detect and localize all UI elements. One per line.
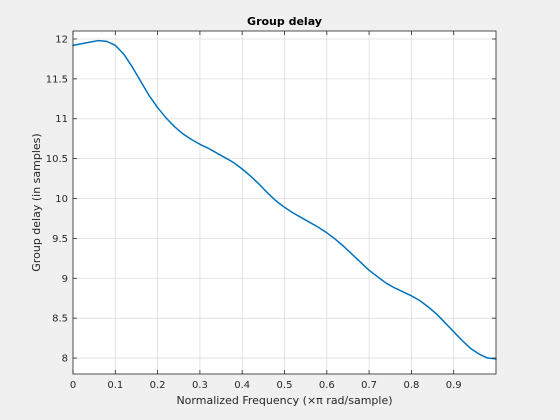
x-tick-label: 0 xyxy=(70,380,76,391)
y-tick-label: 11 xyxy=(55,114,68,125)
x-axis-label-suffix: rad/sample) xyxy=(323,394,393,407)
x-tick-label: 0.7 xyxy=(361,380,377,391)
y-tick-label: 11.5 xyxy=(46,74,68,85)
y-tick-label: 9 xyxy=(62,274,68,285)
x-tick-label: 0.1 xyxy=(107,380,123,391)
y-tick-label: 8.5 xyxy=(52,314,68,325)
x-axis-label-symbol: ×π xyxy=(307,394,323,407)
y-tick-label: 9.5 xyxy=(52,234,68,245)
ticks xyxy=(72,31,496,374)
y-tick-label: 10.5 xyxy=(46,154,68,165)
x-tick-label: 0.8 xyxy=(403,380,419,391)
y-tick-label: 12 xyxy=(55,34,68,45)
x-tick-label: 0.6 xyxy=(319,380,335,391)
chart-title: Group delay xyxy=(247,15,322,28)
x-tick-label: 0.5 xyxy=(277,380,293,391)
y-tick-label: 8 xyxy=(62,354,68,365)
group-delay-line xyxy=(72,39,497,360)
x-tick-label: 0.3 xyxy=(192,380,208,391)
line-layer xyxy=(72,39,497,360)
x-tick-label: 0.2 xyxy=(150,380,166,391)
x-tick-label: 0.9 xyxy=(446,380,462,391)
y-tick-label: 10 xyxy=(55,194,68,205)
tick-labels: 0 0.1 0.2 0.3 0.4 0.5 0.6 0.7 0.8 0.9 8 8.5 9 9.5 10 10… xyxy=(46,34,462,391)
x-axis-label: Normalized Frequency (×π rad/sample) xyxy=(176,394,392,407)
x-axis-label-prefix: Normalized Frequency ( xyxy=(176,394,307,407)
y-axis-label: Group delay (in samples) xyxy=(30,133,43,271)
x-tick-label: 0.4 xyxy=(234,380,250,391)
grid-lines xyxy=(72,31,496,374)
